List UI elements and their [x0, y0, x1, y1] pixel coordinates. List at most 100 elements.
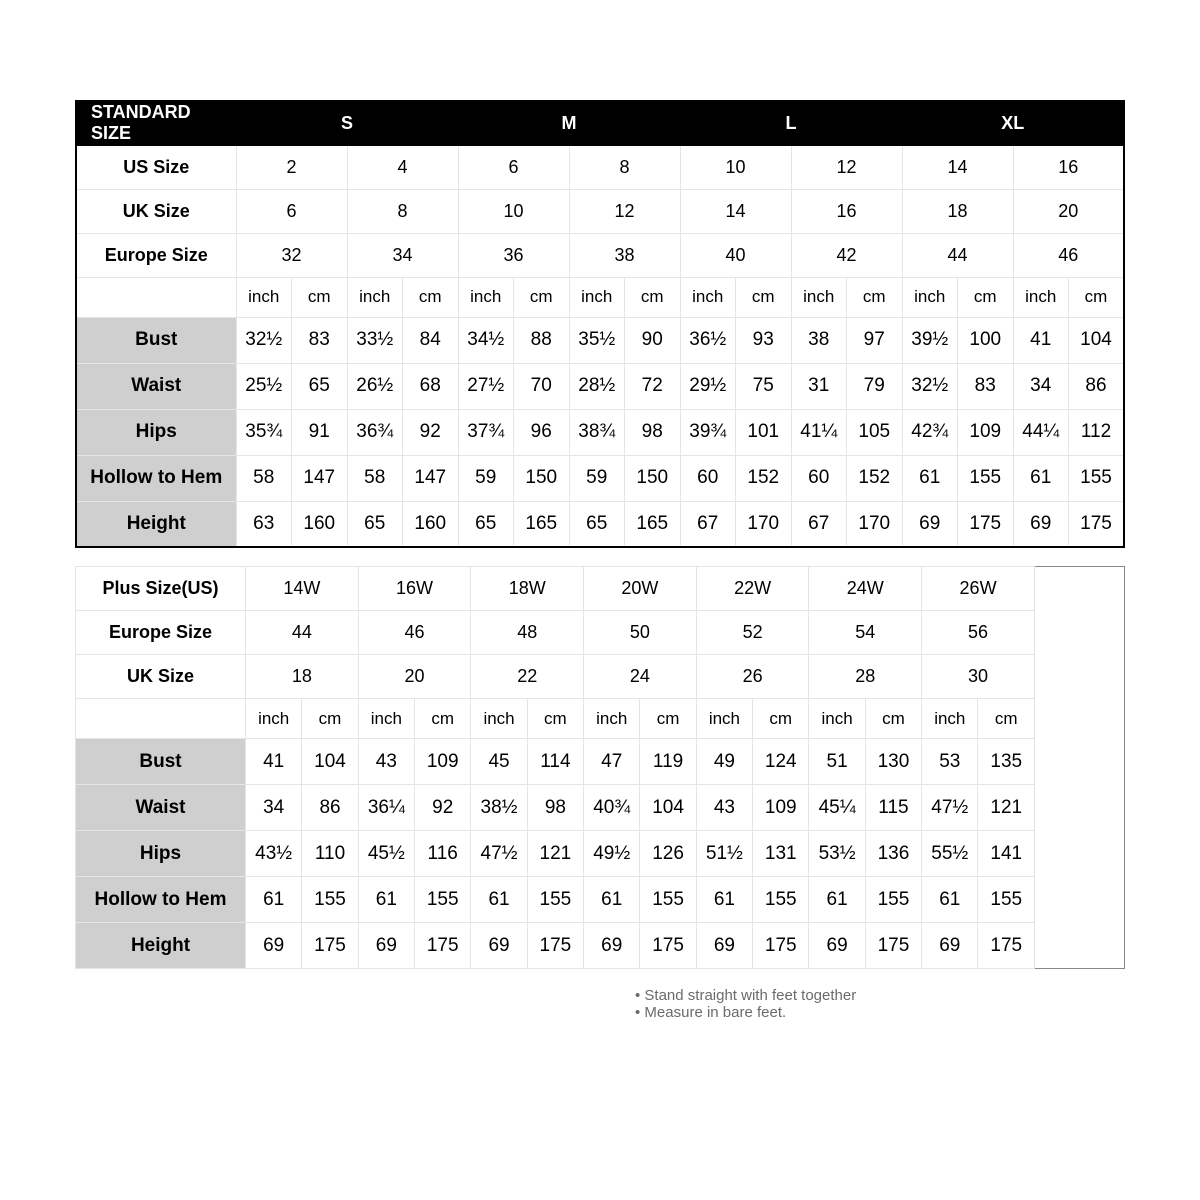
unit-cell: inch: [358, 699, 414, 739]
size-cell: 38: [569, 233, 680, 277]
size-cell: 12: [791, 145, 902, 189]
measure-cell: 51½: [696, 831, 752, 877]
measure-cell: 61: [902, 455, 958, 501]
measure-cell: 35¾: [236, 409, 292, 455]
size-cell: 16: [1013, 145, 1124, 189]
measure-cell: 170: [736, 501, 792, 547]
unit-cell: inch: [236, 277, 292, 317]
measure-cell: 40¾: [584, 785, 640, 831]
measure-cell: 41: [246, 739, 302, 785]
measure-cell: 175: [415, 923, 471, 969]
size-cell: 18W: [471, 567, 584, 611]
measure-cell: 43½: [246, 831, 302, 877]
unit-cell: inch: [347, 277, 403, 317]
measure-cell: 38½: [471, 785, 527, 831]
measure-cell: 114: [527, 739, 583, 785]
measure-cell: 93: [736, 317, 792, 363]
measure-cell: 69: [1013, 501, 1069, 547]
measure-cell: 175: [1069, 501, 1125, 547]
standard-size-row: US Size246810121416: [76, 145, 1124, 189]
unit-cell: inch: [458, 277, 514, 317]
measure-cell: 72: [625, 363, 681, 409]
size-group-s: S: [236, 101, 458, 145]
measure-cell: 31: [791, 363, 847, 409]
measure-cell: 147: [403, 455, 459, 501]
measure-cell: 43: [696, 785, 752, 831]
size-cell: 10: [680, 145, 791, 189]
unit-cell: cm: [640, 699, 696, 739]
measure-cell: 126: [640, 831, 696, 877]
size-cell: 22W: [696, 567, 809, 611]
measure-cell: 61: [358, 877, 414, 923]
measure-cell: 51: [809, 739, 865, 785]
measure-cell: 37¾: [458, 409, 514, 455]
size-cell: 46: [1013, 233, 1124, 277]
measure-cell: 60: [680, 455, 736, 501]
unit-cell: cm: [736, 277, 792, 317]
row-label: Waist: [76, 363, 236, 409]
measure-cell: 165: [514, 501, 570, 547]
size-group-m: M: [458, 101, 680, 145]
measure-cell: 39¾: [680, 409, 736, 455]
measure-cell: 63: [236, 501, 292, 547]
measure-cell: 32½: [236, 317, 292, 363]
size-cell: 24: [584, 655, 697, 699]
row-label: Plus Size(US): [76, 567, 246, 611]
measure-cell: 152: [847, 455, 903, 501]
measure-cell: 160: [292, 501, 348, 547]
measure-cell: 112: [1069, 409, 1125, 455]
measure-cell: 58: [236, 455, 292, 501]
measure-cell: 43: [358, 739, 414, 785]
measure-cell: 155: [640, 877, 696, 923]
size-group-l: L: [680, 101, 902, 145]
measure-cell: 175: [865, 923, 921, 969]
measure-cell: 29½: [680, 363, 736, 409]
size-cell: 18: [246, 655, 359, 699]
measure-cell: 65: [347, 501, 403, 547]
size-cell: 42: [791, 233, 902, 277]
measure-cell: 69: [584, 923, 640, 969]
plus-unit-row: inchcminchcminchcminchcminchcminchcminch…: [76, 699, 1125, 739]
unit-cell: inch: [791, 277, 847, 317]
standard-size-row: UK Size68101214161820: [76, 189, 1124, 233]
measure-cell: 84: [403, 317, 459, 363]
measure-cell: 119: [640, 739, 696, 785]
measure-cell: 28½: [569, 363, 625, 409]
measure-cell: 61: [246, 877, 302, 923]
measure-cell: 155: [415, 877, 471, 923]
measure-cell: 83: [292, 317, 348, 363]
standard-body-row: Bust32½8333½8434½8835½9036½93389739½1004…: [76, 317, 1124, 363]
measure-cell: 69: [809, 923, 865, 969]
measure-cell: 104: [1069, 317, 1125, 363]
note-line: Measure in bare feet.: [635, 1004, 1125, 1021]
measure-cell: 150: [625, 455, 681, 501]
measure-cell: 49½: [584, 831, 640, 877]
standard-header-label: STANDARD SIZE: [76, 101, 236, 145]
size-cell: 14W: [246, 567, 359, 611]
row-label: Europe Size: [76, 611, 246, 655]
size-cell: 14: [680, 189, 791, 233]
measure-cell: 155: [865, 877, 921, 923]
size-cell: 44: [246, 611, 359, 655]
measure-cell: 69: [696, 923, 752, 969]
unit-cell: cm: [302, 699, 358, 739]
size-cell: 8: [347, 189, 458, 233]
size-cell: 46: [358, 611, 471, 655]
size-cell: 12: [569, 189, 680, 233]
size-cell: 36: [458, 233, 569, 277]
row-label: Hollow to Hem: [76, 877, 246, 923]
standard-body-row: Hips35¾9136¾9237¾9638¾9839¾10141¼10542¾1…: [76, 409, 1124, 455]
measure-cell: 26½: [347, 363, 403, 409]
measure-cell: 27½: [458, 363, 514, 409]
unit-cell: inch: [696, 699, 752, 739]
size-cell: 54: [809, 611, 922, 655]
measure-cell: 75: [736, 363, 792, 409]
measure-cell: 25½: [236, 363, 292, 409]
measure-cell: 69: [902, 501, 958, 547]
measure-cell: 65: [569, 501, 625, 547]
measure-cell: 41¼: [791, 409, 847, 455]
size-cell: 28: [809, 655, 922, 699]
measure-cell: 175: [640, 923, 696, 969]
measure-cell: 60: [791, 455, 847, 501]
size-cell: 20: [1013, 189, 1124, 233]
